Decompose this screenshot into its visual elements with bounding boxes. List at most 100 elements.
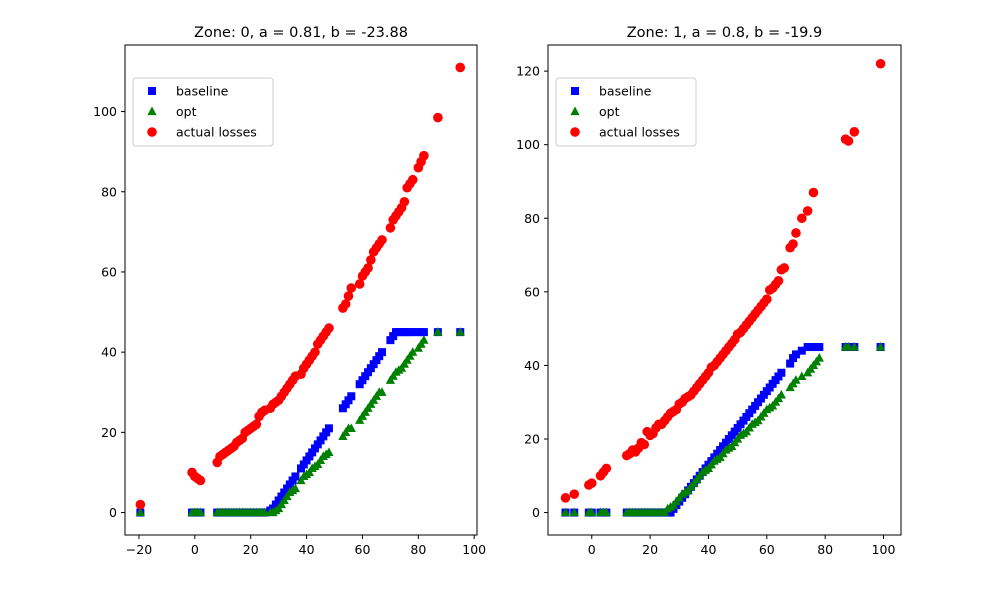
data-point-baseline — [777, 368, 786, 377]
data-point-opt — [419, 335, 429, 344]
data-point-baseline — [375, 352, 384, 361]
data-point-actual-losses — [560, 493, 571, 503]
legend-frame — [132, 77, 274, 147]
y-axis: 0 20 40 60 80 100 120 — [516, 64, 548, 520]
data-point-actual-losses — [195, 475, 206, 486]
data-point-opt — [377, 387, 387, 396]
data-point-actual-losses — [875, 58, 886, 69]
data-point-baseline — [302, 456, 311, 465]
legend-label-opt: opt — [176, 104, 197, 119]
data-point-opt — [601, 507, 611, 517]
y-tick-label: 120 — [516, 64, 540, 79]
legend-marker-baseline — [571, 87, 579, 95]
legend-marker-opt — [147, 106, 157, 116]
data-point-opt — [290, 483, 301, 493]
legend-label-actual-losses: actual losses — [599, 125, 680, 140]
x-tick-label: 40 — [299, 542, 315, 557]
data-point-baseline — [308, 448, 317, 457]
data-point-baseline — [322, 428, 331, 437]
data-point-baseline — [389, 332, 398, 341]
data-point-baseline — [277, 492, 286, 501]
x-tick-label: 40 — [701, 542, 717, 557]
data-point-actual-losses — [788, 239, 798, 249]
series-opt — [135, 327, 465, 517]
data-point-actual-losses — [385, 223, 396, 233]
data-point-opt — [135, 507, 145, 517]
legend-marker-actual-losses — [147, 127, 157, 137]
data-point-actual-losses — [135, 499, 146, 510]
data-point-actual-losses — [354, 279, 365, 289]
data-point-actual-losses — [762, 294, 772, 304]
data-point-actual-losses — [366, 255, 376, 265]
legend-label-baseline: baseline — [176, 84, 229, 99]
y-tick-label: 100 — [93, 104, 117, 119]
y-axis: 0 20 40 60 80 100 — [93, 104, 125, 520]
data-point-baseline — [815, 343, 824, 352]
data-point-opt — [433, 327, 443, 336]
y-tick-label: 100 — [516, 137, 540, 152]
data-point-opt — [569, 507, 579, 517]
data-point-baseline — [324, 424, 333, 433]
x-tick-label: 80 — [817, 542, 833, 557]
data-point-baseline — [791, 350, 800, 359]
x-tick-label: −20 — [126, 542, 152, 557]
data-point-actual-losses — [802, 206, 813, 216]
data-point-baseline — [288, 476, 297, 485]
series-opt — [560, 342, 886, 517]
data-point-actual-losses — [407, 174, 418, 185]
y-tick-label: 20 — [101, 425, 117, 440]
data-point-baseline — [358, 376, 367, 385]
legend-label-baseline: baseline — [599, 84, 652, 99]
data-point-actual-losses — [251, 419, 262, 430]
data-point-opt — [324, 447, 334, 456]
data-point-actual-losses — [843, 136, 854, 146]
data-point-baseline — [283, 484, 292, 493]
legend-marker-opt — [570, 106, 580, 116]
data-point-baseline — [786, 359, 795, 368]
data-point-baseline — [344, 396, 353, 405]
x-axis: −20 0 20 40 60 80 100 — [126, 535, 486, 557]
data-point-baseline — [313, 440, 322, 449]
y-tick-label: 40 — [524, 358, 540, 373]
axes-frame — [124, 44, 478, 536]
data-point-baseline — [310, 444, 319, 453]
x-tick-label: 60 — [759, 542, 775, 557]
chart-title: Zone: 1, a = 0.8, b = -19.9 — [627, 25, 822, 41]
data-point-opt — [776, 389, 786, 399]
data-point-baseline — [285, 480, 294, 489]
data-point-baseline — [386, 336, 395, 345]
legend-label-actual-losses: actual losses — [176, 125, 257, 140]
data-point-opt — [455, 327, 465, 336]
data-point-baseline — [347, 392, 356, 401]
x-tick-label: 80 — [410, 542, 426, 557]
x-tick-label: 20 — [243, 542, 259, 557]
x-axis: 0 20 40 60 80 100 — [588, 535, 895, 557]
legend-marker-baseline — [148, 87, 156, 95]
data-point-actual-losses — [340, 299, 351, 309]
legend-marker-actual-losses — [570, 127, 580, 137]
x-tick-label: 20 — [642, 542, 658, 557]
data-point-baseline — [361, 372, 370, 381]
data-point-opt — [814, 353, 824, 362]
data-point-baseline — [316, 436, 325, 445]
data-point-baseline — [355, 380, 364, 389]
x-tick-label: 100 — [462, 542, 486, 557]
data-point-baseline — [299, 460, 308, 469]
data-point-actual-losses — [343, 291, 354, 301]
x-tick-label: 0 — [588, 542, 596, 557]
y-tick-label: 20 — [524, 431, 540, 446]
data-point-actual-losses — [455, 62, 466, 73]
data-point-actual-losses — [849, 127, 860, 137]
legend: baseline opt actual losses — [555, 77, 697, 147]
data-point-actual-losses — [419, 150, 429, 161]
data-point-baseline — [271, 500, 280, 509]
data-point-baseline — [364, 368, 373, 377]
data-point-opt — [843, 342, 854, 351]
legend-frame — [555, 77, 697, 147]
data-point-actual-losses — [639, 439, 650, 450]
data-point-actual-losses — [569, 489, 580, 499]
data-point-actual-losses — [346, 283, 357, 293]
data-point-actual-losses — [779, 263, 790, 273]
data-point-opt — [346, 423, 356, 432]
